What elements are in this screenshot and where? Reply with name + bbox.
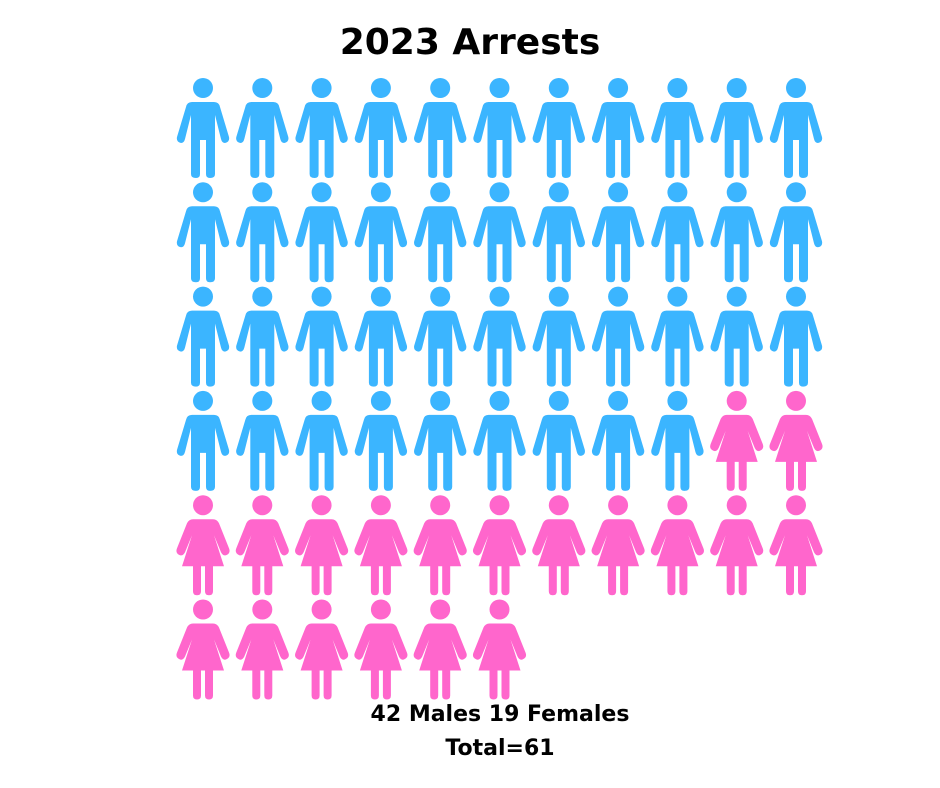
male-person-icon: [532, 78, 585, 178]
male-person-icon: [414, 182, 467, 283]
male-person-icon: [473, 390, 526, 491]
female-person-icon: [354, 495, 408, 596]
female-person-icon: [413, 599, 467, 700]
male-person-icon: [176, 182, 230, 283]
male-person-icon: [473, 286, 526, 387]
male-person-icon: [354, 78, 408, 178]
female-person-icon: [176, 495, 230, 596]
male-person-icon: [473, 78, 526, 178]
male-person-icon: [710, 182, 763, 283]
male-person-icon: [414, 390, 467, 491]
male-person-icon: [236, 286, 289, 387]
female-person-icon: [532, 495, 586, 596]
female-person-icon: [769, 390, 823, 491]
male-person-icon: [414, 286, 467, 387]
female-person-icon: [710, 390, 764, 491]
male-person-icon: [769, 182, 823, 283]
male-person-icon: [651, 182, 704, 283]
female-person-icon: [472, 495, 527, 596]
female-person-icon: [769, 495, 823, 596]
male-person-icon: [710, 78, 763, 178]
chart-title: 2023 Arrests: [339, 22, 601, 63]
caption-total: Total=61: [445, 736, 555, 761]
male-person-icon: [354, 182, 408, 283]
male-person-icon: [236, 390, 289, 491]
male-person-icon: [295, 182, 348, 283]
male-person-icon: [473, 182, 526, 283]
female-person-icon: [235, 495, 289, 596]
male-person-icon: [354, 286, 408, 387]
male-person-icon: [651, 390, 704, 491]
male-person-icon: [295, 286, 348, 387]
male-person-icon: [532, 182, 585, 283]
male-person-icon: [176, 390, 230, 491]
female-person-icon: [295, 495, 349, 596]
female-person-icon: [413, 495, 467, 596]
icons-layer: [176, 78, 823, 700]
male-person-icon: [651, 78, 704, 178]
caption-counts: 42 Males 19 Females: [370, 702, 630, 727]
male-person-icon: [532, 286, 585, 387]
female-person-icon: [295, 599, 349, 700]
male-person-icon: [532, 390, 585, 491]
female-person-icon: [591, 495, 645, 596]
male-person-icon: [236, 182, 289, 283]
male-person-icon: [295, 78, 348, 178]
male-person-icon: [591, 182, 645, 283]
male-person-icon: [591, 78, 645, 178]
female-person-icon: [650, 495, 704, 596]
female-person-icon: [235, 599, 289, 700]
male-person-icon: [295, 390, 348, 491]
male-person-icon: [769, 78, 823, 178]
female-person-icon: [472, 599, 527, 700]
female-person-icon: [710, 495, 764, 596]
male-person-icon: [591, 390, 645, 491]
female-person-icon: [176, 599, 230, 700]
male-person-icon: [710, 286, 763, 387]
male-person-icon: [769, 286, 823, 387]
male-person-icon: [354, 390, 408, 491]
female-person-icon: [354, 599, 408, 700]
male-person-icon: [176, 78, 230, 178]
male-person-icon: [176, 286, 230, 387]
male-person-icon: [591, 286, 645, 387]
male-person-icon: [236, 78, 289, 178]
pictogram-chart: [176, 78, 823, 700]
male-person-icon: [651, 286, 704, 387]
male-person-icon: [414, 78, 467, 178]
